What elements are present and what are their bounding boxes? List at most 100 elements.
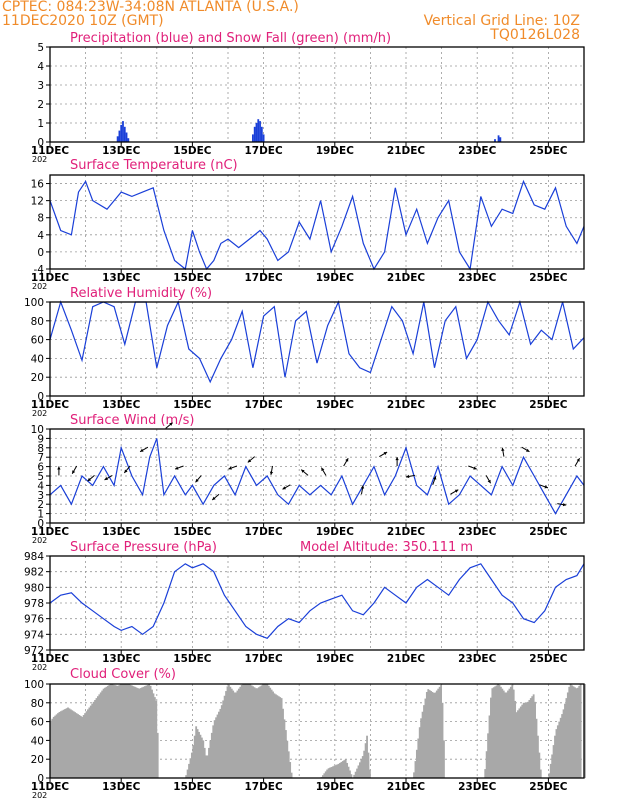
cloud-cover-bar — [196, 729, 199, 778]
cloud-cover-bar — [59, 711, 62, 778]
wind-ytick-label: 6 — [37, 462, 44, 474]
wind-arrow-head — [195, 478, 199, 483]
cloud-cover-bar — [353, 774, 356, 778]
pressure-series-line — [49, 563, 585, 640]
cloud-cover-bar — [91, 703, 94, 778]
cloud-cover-bar — [274, 694, 277, 778]
wind-arrow-head — [247, 459, 252, 463]
wind-arrow-head — [104, 476, 109, 480]
precip-bar — [123, 126, 126, 142]
cloud-panel: Cloud Cover (%) 0 20 40 60 80 100 11DEC 13DEC 15… — [24, 667, 586, 800]
cloud-cover-bar — [192, 745, 195, 778]
cloud-cover-bar — [413, 772, 415, 778]
cloud-cover-bar — [507, 690, 509, 778]
precip-bar — [262, 134, 265, 142]
cloud-cover-bar — [529, 698, 532, 778]
wind-date-label: 15DEC — [173, 526, 212, 538]
cloud-cover-bar — [57, 713, 59, 778]
humidity-frame — [49, 301, 585, 397]
cloud-cover-bar — [156, 732, 159, 778]
pressure-ytick-label: 976 — [24, 614, 44, 626]
temperature-date-label: 11DEC — [31, 272, 70, 284]
wind-arrow-head — [473, 466, 477, 470]
cloud-cover-bar — [414, 761, 417, 778]
humidity-date-label: 11DEC — [31, 399, 70, 411]
cloud-cover-bar — [574, 687, 576, 778]
cloud-ytick-label: 80 — [31, 698, 44, 710]
cloud-cover-bar — [216, 714, 219, 778]
cloud-cover-bar — [240, 684, 243, 778]
cloud-cover-bar — [428, 690, 431, 778]
humidity-date-label: 17DEC — [244, 399, 283, 411]
wind-arrow-head — [124, 469, 128, 473]
cloud-cover-bar — [266, 684, 269, 778]
cloud-cover-bar — [188, 763, 190, 778]
precip-bar — [259, 121, 261, 142]
cloud-cover-bar — [263, 684, 266, 778]
cloud-cover-bar — [260, 685, 263, 778]
cloud-cover-bar — [488, 715, 491, 778]
cloud-cover-bar — [153, 697, 156, 778]
cloud-cover-bar — [290, 772, 293, 778]
cloud-cover-bar — [521, 704, 524, 778]
cloud-cover-bar — [341, 761, 344, 778]
cloud-cover-bar — [119, 684, 122, 778]
cloud-cover-bar — [193, 735, 196, 778]
temperature-date-label: 25DEC — [529, 272, 568, 284]
cloud-cover-bar — [64, 709, 67, 778]
cloud-cover-bar — [190, 752, 193, 778]
cloud-cover-bar — [256, 688, 259, 778]
cloud-cover-bar — [265, 684, 267, 778]
cloud-cover-bar — [339, 762, 341, 778]
cloud-cover-bar — [55, 714, 58, 778]
cloud-cover-bar — [548, 773, 551, 778]
precip-ytick-label: 4 — [37, 61, 44, 73]
cloud-cover-bar — [128, 684, 131, 778]
wind-ytick-label: 0 — [37, 518, 44, 530]
cloud-cover-bar — [424, 698, 427, 778]
cloud-cover-bar — [74, 712, 77, 778]
cloud-cover-bar — [239, 686, 242, 778]
cloud-cover-bar — [101, 690, 104, 778]
humidity-date-label: 13DEC — [102, 399, 141, 411]
humidity-ytick-label: 60 — [31, 335, 44, 347]
cloud-cover-bar — [87, 709, 89, 778]
cloud-cover-bar — [435, 690, 438, 778]
cloud-cover-bar — [186, 769, 189, 778]
cloud-cover-bar — [349, 770, 351, 778]
precip-ytick-label: 0 — [37, 137, 44, 149]
cloud-cover-bar — [524, 702, 527, 778]
cloud-cover-bar — [69, 709, 72, 778]
temperature-panel: Surface Temperature (nC) -4 0 4 8 12 16 11DEC 1… — [31, 158, 585, 291]
cloud-cover-bar — [515, 712, 518, 778]
wind-date-label: 17DEC — [244, 526, 283, 538]
wind-ytick-label: 4 — [37, 480, 44, 492]
cloud-cover-bar — [360, 759, 363, 778]
wind-date-label: 21DEC — [387, 526, 426, 538]
cloud-cover-bar — [534, 701, 536, 778]
pressure-ytick-label: 978 — [24, 598, 44, 610]
temperature-date-label: 17DEC — [244, 272, 283, 284]
precip-date-label: 19DEC — [316, 145, 355, 157]
cloud-date-label: 15DEC — [173, 781, 212, 793]
cloud-cover-bar — [572, 686, 575, 778]
pressure-date-label: 21DEC — [387, 653, 426, 665]
wind-arrow-head — [383, 452, 388, 456]
humidity-ytick-label: 80 — [31, 316, 44, 328]
precip-bar — [494, 139, 496, 142]
temperature-date-label: 23DEC — [458, 272, 497, 284]
cloud-cover-bar — [531, 696, 534, 778]
wind-arrow-head — [57, 466, 61, 470]
cloud-cover-bar — [195, 726, 198, 778]
cloud-cover-bar — [108, 684, 111, 778]
cloud-cover-bar — [509, 686, 512, 778]
cloud-cover-bar — [114, 685, 116, 778]
cloud-cover-bar — [425, 691, 428, 778]
wind-arrow-head — [175, 466, 179, 470]
cloud-ytick-label: 40 — [31, 735, 44, 747]
cloud-cover-bar — [122, 684, 125, 778]
cloud-cover-bar — [333, 765, 336, 778]
cloud-cover-bar — [554, 735, 556, 778]
precip-title: Precipitation (blue) and Snow Fall (gree… — [70, 31, 391, 46]
